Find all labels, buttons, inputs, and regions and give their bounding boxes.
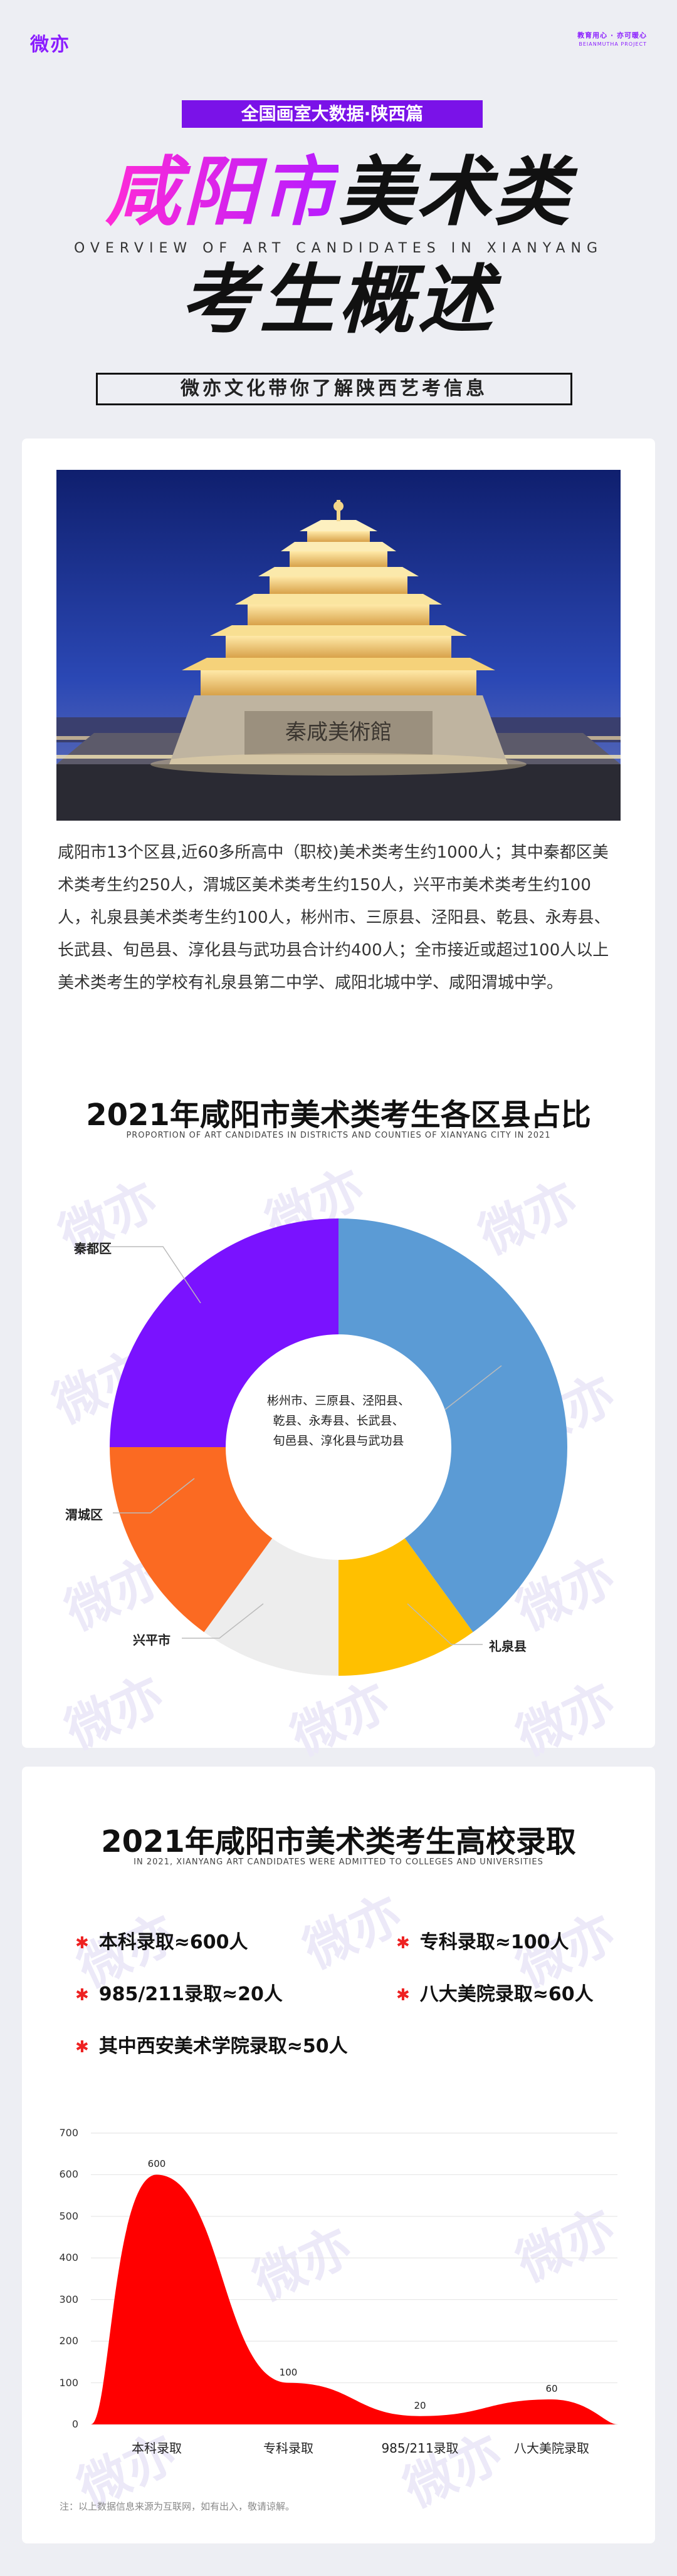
svg-text:秦咸美術館: 秦咸美術館 <box>285 720 392 745</box>
donut-center-label: 彬州市、三原县、泾阳县、 乾县、永寿县、长武县、 旬邑县、淳化县与武功县 <box>232 1391 445 1451</box>
bullet-college: ✱ 专科录取≈100人 <box>396 1926 569 1954</box>
donut-center-line: 彬州市、三原县、泾阳县、 <box>266 1394 410 1408</box>
leader-line <box>103 1246 201 1304</box>
bullet-text: 985/211录取≈20人 <box>98 1983 283 2005</box>
intro-paragraph: 咸阳市13个区县,近60多所高中（职校)美术类考生约1000人；其中秦都区美术类… <box>58 843 611 992</box>
star-icon: ✱ <box>75 2038 89 2057</box>
y-tick-label: 400 <box>59 2251 78 2264</box>
y-tick-label: 200 <box>59 2335 78 2347</box>
main-title-line2: 考生概述 <box>181 257 496 344</box>
subtitle-banner: 微亦文化带你了解陕西艺考信息 <box>96 373 572 405</box>
logo: 微亦 <box>30 34 70 56</box>
star-icon: ✱ <box>75 1986 89 2005</box>
y-tick-label: 500 <box>59 2210 78 2222</box>
donut-center-line: 乾县、永寿县、长武县、 <box>273 1414 404 1428</box>
footnote: 注：以上数据信息来源为互联网，如有出入，敬请谅解。 <box>60 2501 295 2512</box>
y-tick-label: 700 <box>59 2127 78 2139</box>
bullet-text: 八大美院录取≈60人 <box>419 1983 594 2005</box>
star-icon: ✱ <box>396 1934 410 1953</box>
x-category-label: 985/211录取 <box>381 2441 459 2456</box>
tower-photo: 秦咸美術館 <box>56 470 621 821</box>
slice-label-weicheng: 渭城区 <box>65 1507 103 1522</box>
donut-slice <box>110 1218 338 1447</box>
bullet-text: 本科录取≈600人 <box>98 1931 248 1953</box>
y-tick-label: 300 <box>59 2293 78 2305</box>
donut-center-line: 旬邑县、淳化县与武功县 <box>273 1434 404 1448</box>
donut-slice <box>338 1218 568 1633</box>
slogan-cn: 教育用心 · 亦可暖心 <box>577 31 647 39</box>
data-label: 600 <box>147 2158 166 2170</box>
leader-line <box>113 1478 195 1514</box>
y-tick-label: 0 <box>71 2418 78 2430</box>
area-series <box>91 2174 617 2424</box>
bullet-text: 专科录取≈100人 <box>419 1931 569 1953</box>
x-category-label: 专科录取 <box>263 2441 313 2456</box>
bullet-xian-academy: ✱ 其中西安美术学院录取≈50人 <box>75 2030 348 2058</box>
admission-section-subtitle: IN 2021, XIANYANG ART CANDIDATES WERE AD… <box>134 1857 543 1867</box>
donut-slice <box>110 1447 273 1633</box>
admission-section-title: 2021年咸阳市美术类考生高校录取 <box>101 1824 576 1859</box>
leader-line <box>182 1603 264 1639</box>
donut-slice <box>338 1538 473 1676</box>
donut-section-title: 2021年咸阳市美术类考生各区县占比 <box>86 1098 591 1133</box>
slogan-en: BEIANMUTHA PROJECT <box>579 41 647 47</box>
bullet-undergrad: ✱ 本科录取≈600人 <box>75 1926 248 1954</box>
star-icon: ✱ <box>75 1934 89 1953</box>
data-label: 100 <box>279 2366 298 2378</box>
x-category-label: 本科录取 <box>132 2441 182 2456</box>
data-label: 60 <box>545 2383 558 2395</box>
main-title-line1: 咸阳市美术类 <box>0 149 677 237</box>
star-icon: ✱ <box>396 1986 410 2005</box>
bullet-985: ✱ 985/211录取≈20人 <box>75 1978 283 2006</box>
slice-label-xingping: 兴平市 <box>133 1633 171 1648</box>
bullet-text: 其中西安美术学院录取≈50人 <box>98 2035 348 2057</box>
data-label: 20 <box>414 2399 426 2411</box>
bullet-eight-academies: ✱ 八大美院录取≈60人 <box>396 1978 594 2006</box>
slice-label-liquan: 礼泉县 <box>489 1639 527 1654</box>
title-category: 美术类 <box>338 149 572 236</box>
y-tick-label: 600 <box>59 2168 78 2181</box>
leader-line <box>407 1603 483 1645</box>
donut-slice <box>204 1538 338 1676</box>
y-tick-label: 100 <box>59 2376 78 2389</box>
topic-tag: 全国画室大数据·陕西篇 <box>182 100 483 128</box>
title-city: 咸阳市 <box>105 149 338 236</box>
leader-line <box>444 1365 502 1410</box>
title-english: OVERVIEW OF ART CANDIDATES IN XIANYANG <box>73 241 604 256</box>
donut-section-subtitle: PROPORTION OF ART CANDIDATES IN DISTRICT… <box>126 1131 551 1140</box>
slogan: 教育用心 · 亦可暖心 BEIANMUTHA PROJECT <box>577 30 647 47</box>
x-category-label: 八大美院录取 <box>514 2441 589 2456</box>
slice-label-qindu: 秦都区 <box>74 1241 112 1256</box>
donut-chart <box>103 1218 568 1676</box>
